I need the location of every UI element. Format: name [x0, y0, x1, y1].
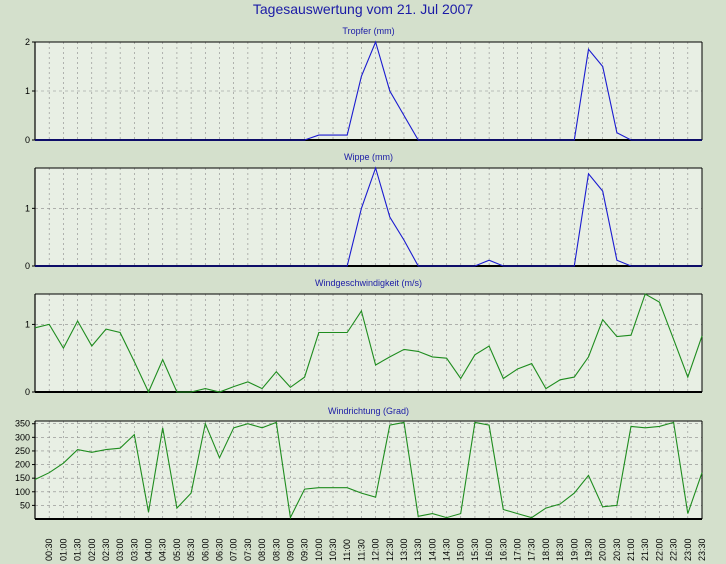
y-tick-label: 0 [25, 261, 30, 271]
y-tick-label: 150 [15, 473, 30, 483]
plot-area-3 [35, 421, 702, 519]
x-tick-label: 23:30 [697, 538, 707, 561]
panel-title-2: Windgeschwindigkeit (m/s) [315, 278, 422, 288]
x-tick-label: 01:00 [58, 538, 68, 561]
x-tick-label: 05:30 [186, 538, 196, 561]
x-tick-label: 20:00 [598, 538, 608, 561]
panel-title-3: Windrichtung (Grad) [328, 406, 409, 416]
y-tick-label: 1 [25, 86, 30, 96]
x-tick-label: 04:00 [144, 538, 154, 561]
x-tick-label: 15:30 [470, 538, 480, 561]
x-tick-label: 20:30 [612, 538, 622, 561]
plot-area-2 [35, 294, 702, 392]
x-tick-label: 10:00 [314, 538, 324, 561]
x-tick-label: 03:00 [115, 538, 125, 561]
x-tick-label: 00:30 [44, 538, 54, 561]
x-tick-label: 21:30 [640, 538, 650, 561]
series-line-0 [35, 40, 702, 141]
page-title: Tagesauswertung vom 21. Jul 2007 [252, 1, 474, 17]
x-tick-label: 06:00 [200, 538, 210, 561]
y-tick-label: 1 [25, 203, 30, 213]
x-tick-label: 03:30 [129, 538, 139, 561]
y-tick-label: 1 [25, 319, 30, 329]
x-tick-label: 02:30 [101, 538, 111, 561]
series-line-3 [34, 421, 703, 520]
y-tick-label: 0 [25, 135, 30, 145]
x-tick-label: 12:00 [371, 538, 381, 561]
y-tick-label: 100 [15, 487, 30, 497]
y-tick-label: 300 [15, 432, 30, 442]
x-tick-label: 18:30 [555, 538, 565, 561]
y-tick-label: 0 [25, 387, 30, 397]
x-tick-label: 22:30 [669, 538, 679, 561]
x-tick-label: 23:00 [683, 538, 693, 561]
plot-area-1 [35, 168, 702, 266]
x-tick-label: 22:00 [654, 538, 664, 561]
x-tick-label: 19:30 [583, 538, 593, 561]
x-tick-label: 08:30 [271, 538, 281, 561]
x-tick-label: 21:00 [626, 538, 636, 561]
x-tick-label: 02:00 [87, 538, 97, 561]
panel-title-1: Wippe (mm) [344, 152, 393, 162]
x-tick-label: 17:00 [513, 538, 523, 561]
x-tick-label: 15:00 [456, 538, 466, 561]
x-tick-label: 14:00 [427, 538, 437, 561]
x-tick-label: 12:30 [385, 538, 395, 561]
x-tick-label: 16:00 [484, 538, 494, 561]
x-tick-label: 07:00 [229, 538, 239, 561]
y-tick-label: 2 [25, 37, 30, 47]
x-tick-label: 18:00 [541, 538, 551, 561]
x-tick-label: 13:30 [413, 538, 423, 561]
x-tick-label: 07:30 [243, 538, 253, 561]
x-tick-label: 05:00 [172, 538, 182, 561]
x-tick-label: 11:30 [356, 539, 366, 561]
x-tick-label: 10:30 [328, 538, 338, 561]
panel-title-0: Tropfer (mm) [342, 26, 394, 36]
y-tick-label: 50 [20, 500, 30, 510]
x-tick-label: 14:30 [442, 538, 452, 561]
x-tick-label: 17:30 [527, 538, 537, 561]
y-tick-label: 350 [15, 419, 30, 429]
x-tick-label: 09:00 [285, 538, 295, 561]
x-tick-label: 13:00 [399, 538, 409, 561]
x-tick-label: 16:30 [498, 538, 508, 561]
x-tick-label: 08:00 [257, 538, 267, 561]
x-tick-label: 04:30 [158, 538, 168, 561]
series-line-1 [35, 166, 702, 267]
x-tick-label: 11:00 [342, 539, 352, 561]
series-line-2 [34, 293, 703, 394]
x-tick-label: 06:30 [214, 538, 224, 561]
x-tick-label: 09:30 [300, 538, 310, 561]
x-tick-label: 01:30 [73, 538, 83, 561]
y-tick-label: 250 [15, 446, 30, 456]
x-tick-label: 19:00 [569, 538, 579, 561]
y-tick-label: 200 [15, 460, 30, 470]
